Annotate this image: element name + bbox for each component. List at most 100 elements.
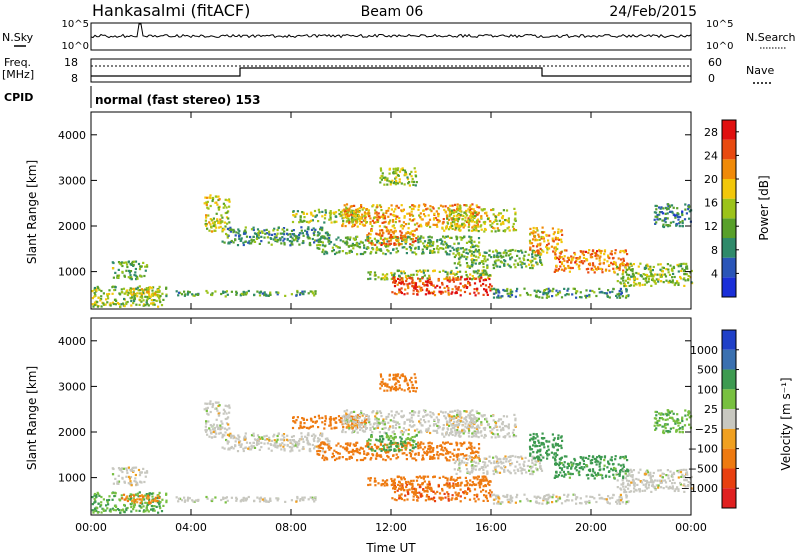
echo-cell	[396, 182, 400, 185]
echo-cell	[226, 236, 229, 239]
echo-cell	[93, 286, 96, 290]
echo-cell	[329, 447, 333, 450]
echo-cell	[111, 267, 115, 270]
echo-cell	[317, 437, 320, 440]
echo-cell	[228, 200, 231, 203]
echo-cell	[205, 289, 208, 293]
echo-cell	[454, 285, 457, 288]
echo-cell	[399, 440, 403, 443]
echo-cell	[551, 295, 554, 298]
echo-cell	[311, 443, 314, 447]
echo-cell	[465, 426, 468, 429]
echo-cell	[411, 410, 414, 413]
echo-cell	[251, 240, 254, 243]
echo-cell	[411, 238, 415, 241]
echo-cell	[332, 249, 335, 252]
echo-cell	[521, 262, 524, 265]
echo-cell	[321, 416, 324, 419]
echo-cell	[126, 293, 129, 297]
echo-cell	[302, 234, 305, 237]
echo-cell	[666, 212, 669, 215]
echo-cell	[388, 172, 391, 175]
echo-cell	[137, 495, 140, 498]
echo-cell	[545, 288, 548, 291]
echo-cell	[211, 293, 214, 297]
echo-cell	[567, 293, 570, 296]
echo-cell	[530, 261, 533, 264]
echo-cell	[415, 237, 418, 240]
echo-cell	[464, 216, 467, 219]
echo-cell	[117, 276, 120, 279]
echo-cell	[225, 206, 228, 209]
echo-cell	[204, 196, 207, 199]
echo-cell	[511, 248, 514, 252]
echo-cell	[148, 294, 151, 297]
echo-cell	[242, 243, 245, 247]
echo-cell	[382, 419, 385, 423]
echo-cell	[145, 301, 148, 304]
echo-cell	[131, 296, 134, 299]
echo-cell	[455, 290, 458, 293]
echo-cell	[418, 214, 421, 217]
echo-cell	[628, 273, 631, 277]
echo-cell	[113, 298, 117, 301]
echo-cell	[387, 215, 390, 218]
echo-cell	[389, 239, 392, 242]
echo-cell	[554, 238, 557, 241]
echo-cell	[379, 181, 382, 184]
echo-cell	[122, 302, 125, 305]
echo-cell	[232, 231, 235, 234]
echo-cell	[684, 203, 687, 206]
echo-cell	[341, 224, 344, 227]
echo-cell	[343, 410, 346, 413]
echo-cell	[133, 273, 136, 277]
echo-cell	[347, 219, 350, 222]
echo-cell	[408, 173, 412, 176]
echo-cell	[371, 425, 374, 428]
echo-cell	[436, 240, 439, 243]
echo-cell	[412, 285, 415, 288]
echo-cell	[463, 290, 467, 294]
echo-cell	[457, 247, 460, 250]
echo-cell	[412, 289, 415, 292]
echo-cell	[127, 475, 131, 478]
echo-cell	[119, 293, 122, 296]
echo-cell	[393, 275, 396, 278]
echo-cell	[597, 254, 600, 257]
echo-cell	[471, 213, 474, 216]
echo-cell	[412, 413, 415, 417]
echo-cell	[354, 215, 357, 218]
echo-cell	[404, 446, 407, 449]
echo-cell	[320, 446, 323, 449]
echo-cell	[367, 239, 370, 242]
echo-cell	[442, 221, 445, 224]
echo-cell	[365, 453, 368, 456]
echo-cell	[455, 416, 458, 419]
echo-cell	[465, 454, 468, 457]
echo-cell	[397, 239, 400, 242]
echo-cell	[298, 427, 301, 430]
echo-cell	[191, 499, 194, 502]
y-tick-label: 1000	[58, 266, 86, 279]
echo-cell	[433, 251, 436, 254]
echo-cell	[431, 206, 434, 209]
echo-cell	[449, 211, 452, 214]
echo-cell	[345, 418, 348, 421]
echo-cell	[93, 509, 96, 512]
echo-cell	[123, 292, 126, 295]
echo-cell	[158, 505, 161, 508]
echo-cell	[474, 250, 477, 253]
echo-cell	[426, 287, 429, 291]
echo-cell	[421, 458, 424, 461]
echo-cell	[329, 218, 332, 221]
echo-cell	[532, 238, 535, 241]
echo-cell	[404, 240, 407, 243]
echo-cell	[396, 277, 400, 280]
echo-cell	[211, 199, 214, 203]
echo-cell	[372, 204, 375, 207]
echo-cell	[387, 428, 390, 431]
echo-cell	[514, 213, 517, 216]
echo-cell	[269, 293, 272, 296]
